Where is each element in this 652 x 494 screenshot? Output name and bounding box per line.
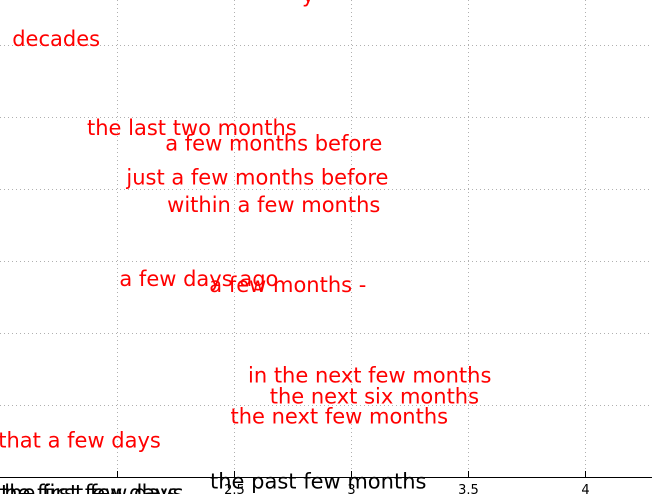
phrase-label-8: the next six months <box>270 384 479 408</box>
x-axis: 2.5 3 3.5 4 <box>0 471 652 494</box>
x-tick-label-3: 3.5 <box>458 483 479 494</box>
phrase-label-3: just a few months before <box>125 165 388 189</box>
overlap-label-1: the first few days <box>1 481 184 494</box>
phrase-label-2: a few months before <box>165 132 382 156</box>
phrase-label-10: that a few days <box>0 428 161 452</box>
phrase-label-1: the last two months <box>87 116 297 140</box>
phrase-label-6: a few months - <box>209 273 366 297</box>
top-cutoff-label: y <box>302 0 314 7</box>
phrase-label-9: the next few months <box>230 405 448 429</box>
phrase-label-7: in the next few months <box>248 363 491 387</box>
overlap-label-0: the first few days <box>0 481 179 494</box>
phrase-label-4: within a few months <box>167 193 380 217</box>
phrase-label-11: the past few months <box>210 469 426 493</box>
phrase-label-0: decades <box>12 27 100 51</box>
grid <box>0 0 652 477</box>
x-tick-label-1: 2.5 <box>224 483 245 494</box>
x-tick-label-4: 4 <box>581 483 589 494</box>
phrase-label-5: a few days ago <box>119 267 278 291</box>
x-tick-label-2: 3 <box>347 483 355 494</box>
